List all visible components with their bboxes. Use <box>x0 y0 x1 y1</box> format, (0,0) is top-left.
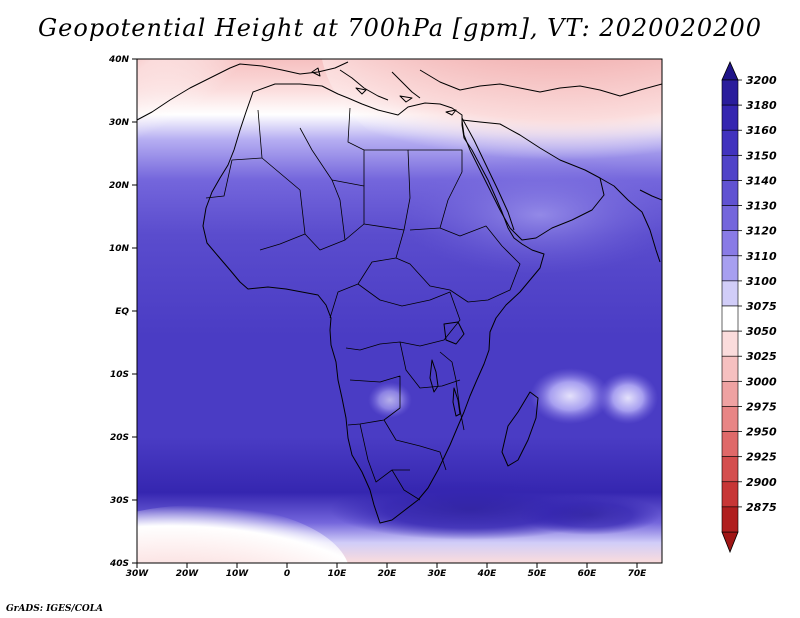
colorbar-segment <box>721 305 739 332</box>
lon-label: 30W <box>126 569 150 579</box>
colorbar-bottom-arrow <box>721 531 739 554</box>
colorbar-label: 3150 <box>746 149 777 162</box>
colorbar-segment <box>721 355 739 382</box>
lon-label: 30E <box>428 569 448 579</box>
lat-label: 40S <box>109 559 129 569</box>
lon-label: 20W <box>176 569 200 579</box>
lon-label: 40E <box>477 569 498 579</box>
colorbar-label: 3000 <box>746 375 777 388</box>
colorbar-segment <box>721 330 739 357</box>
colorbar-segment <box>721 255 739 282</box>
colorbar-label: 3120 <box>746 225 777 238</box>
lat-label: 10S <box>110 370 129 380</box>
colorbar-label: 2950 <box>746 426 777 439</box>
colorbar-segment <box>721 79 739 106</box>
colorbar-label: 3075 <box>746 300 777 313</box>
lon-label: 50E <box>528 569 548 579</box>
colorbar-segment <box>721 406 739 432</box>
colorbar-label: 3130 <box>746 200 777 213</box>
lon-label: 60E <box>578 569 598 579</box>
lake-malawi <box>452 387 461 417</box>
colorbar-label: 2875 <box>746 501 777 514</box>
colorbar-label: 3110 <box>746 250 777 263</box>
coastline-outlines <box>137 61 662 524</box>
med-islands <box>311 67 457 116</box>
africa-coastline <box>202 83 545 524</box>
colorbar-segment <box>721 456 739 483</box>
colorbar-label: 3050 <box>746 325 777 338</box>
colorbar-segment <box>721 481 739 508</box>
colorbar-segment <box>721 104 739 131</box>
colorbar-label: 3200 <box>746 74 777 87</box>
colorbar-segment <box>721 506 739 533</box>
lat-label: EQ <box>115 307 129 317</box>
lat-label: 30S <box>110 496 129 506</box>
colorbar-label: 3100 <box>746 275 777 288</box>
colorbar-segment <box>721 205 739 231</box>
map-title: Geopotential Height at 700hPa [gpm], VT:… <box>38 14 762 42</box>
lon-label: 20E <box>378 569 398 579</box>
india-coastline <box>599 177 662 263</box>
country-borders <box>205 107 521 501</box>
colorbar-segment <box>721 155 739 181</box>
madagascar-coastline <box>501 391 539 467</box>
lake-tanganyika <box>429 359 439 393</box>
arabia-coastline <box>461 119 605 241</box>
colorbar-top-arrow <box>721 61 739 81</box>
colorbar-label: 2975 <box>746 400 777 413</box>
credit-label: GrADS: IGES/COLA <box>6 604 104 614</box>
colorbar-label: 2925 <box>746 451 777 464</box>
red-sea-outline <box>461 117 515 231</box>
colorbar-label: 2900 <box>746 476 777 489</box>
colorbar-segment <box>721 180 739 206</box>
lon-label: 10W <box>226 569 250 579</box>
lon-label: 10E <box>328 569 348 579</box>
colorbar-label: 3180 <box>746 99 777 112</box>
lon-label: 70E <box>628 569 648 579</box>
colorbar-label: 3160 <box>746 124 777 137</box>
colorbar-segment <box>721 280 739 307</box>
colorbar: 3200 3180 3160 3150 3140 3130 3120 3110 3100 3075… <box>721 61 777 554</box>
lat-label: 20S <box>110 433 129 443</box>
colorbar-segment <box>721 381 739 407</box>
colorbar-segment <box>721 230 739 257</box>
colorbar-label: 3025 <box>746 350 777 363</box>
europe-coastline <box>137 61 662 121</box>
lat-label: 20N <box>109 181 130 191</box>
colorbar-label: 3140 <box>746 174 777 187</box>
lat-label: 30N <box>109 118 130 128</box>
lat-label: 10N <box>109 244 130 254</box>
lat-label: 40N <box>108 55 130 65</box>
colorbar-segment <box>721 129 739 156</box>
lon-label: 0 <box>284 569 290 579</box>
colorbar-segment <box>721 431 739 457</box>
lake-victoria <box>443 321 465 345</box>
